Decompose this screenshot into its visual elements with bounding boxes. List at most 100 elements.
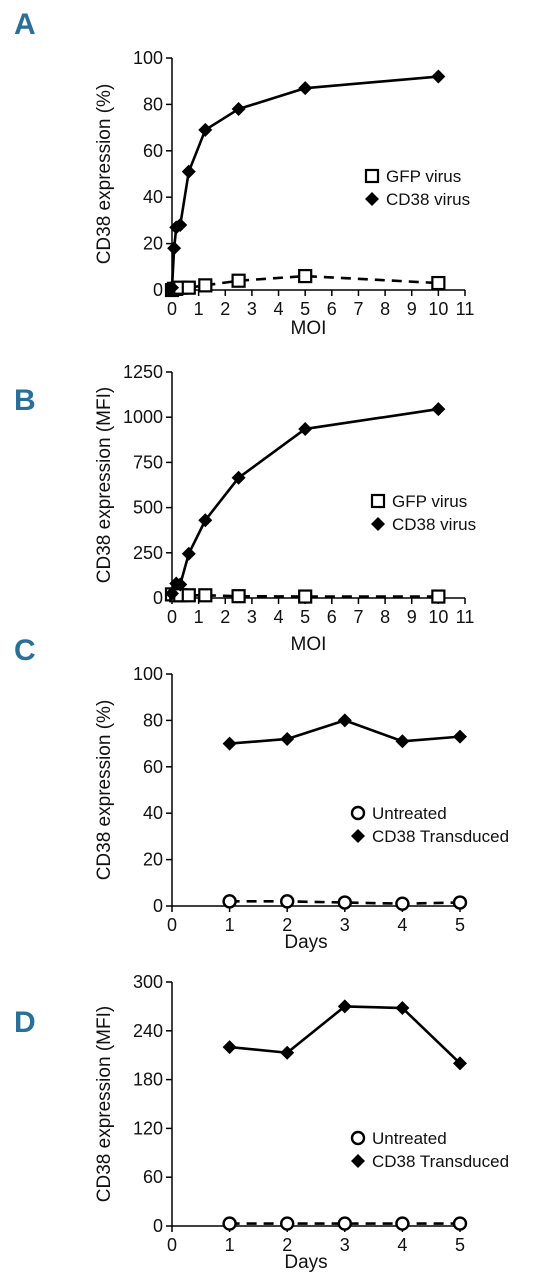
panel-b-x-tick-label: 4 (274, 607, 284, 627)
panel-b-series-cd38-virus-point (173, 577, 188, 592)
panel-b-x-tick-label: 0 (167, 607, 177, 627)
panel-a-x-tick-label: 3 (247, 299, 257, 319)
panel-b-series-gfp-virus-point (231, 589, 246, 604)
panel-b-letter: B (14, 384, 36, 417)
panel-b-legend-label: CD38 virus (392, 515, 476, 534)
panel-a-series-cd38-virus-point (198, 122, 213, 137)
panel-b-series-gfp-virus-point (298, 589, 313, 604)
panel-a-y-axis-label: CD38 expression (%) (94, 84, 115, 265)
panel-a-letter: A (14, 8, 36, 41)
panel-a-x-tick-label: 10 (428, 299, 448, 319)
panel-a-x-tick-label: 6 (327, 299, 337, 319)
panel-d-legend-label: CD38 Transduced (372, 1152, 509, 1171)
panel-b-series-cd38-virus-point (431, 402, 446, 417)
panel-b-y-axis-label: CD38 expression (MFI) (94, 387, 115, 583)
panel-a-series-cd38-virus-point (167, 241, 182, 256)
panel-d-y-tick-label: 300 (133, 972, 163, 992)
panel-c-series-untreated-point (337, 895, 352, 910)
panel-b-y-tick-label: 250 (133, 543, 163, 563)
panel-c-x-tick-label: 3 (340, 915, 350, 935)
panel-b-x-tick-label: 10 (428, 607, 448, 627)
panel-d-legend-label: Untreated (372, 1129, 447, 1148)
panel-c-series-cd38-transduced-point (280, 731, 295, 746)
panel-b-y-tick-label: 750 (133, 452, 163, 472)
panel-c-series-cd38-transduced-point (395, 734, 410, 749)
panel-c-x-tick-label: 5 (455, 915, 465, 935)
panel-c-series-cd38-transduced-point (453, 729, 467, 744)
panel-c-series-untreated-point (280, 894, 295, 909)
panel-b-legend-marker (370, 493, 386, 509)
panel-a-x-tick-label: 4 (274, 299, 284, 319)
panel-b-y-tick-label: 1000 (123, 407, 163, 427)
panel-b-series-cd38-virus-point (198, 513, 213, 528)
panel-c-legend-marker (351, 829, 365, 843)
panel-c-y-axis-label: CD38 expression (%) (94, 700, 115, 881)
panel-b-series-gfp-virus-point (198, 588, 213, 603)
panel-a-y-tick-label: 60 (143, 141, 163, 161)
panel-b-x-tick-label: 6 (327, 607, 337, 627)
panel-b-x-tick-label: 11 (456, 607, 475, 627)
panel-a-x-tick-label: 8 (380, 299, 390, 319)
panel-a-series-cd38-virus-point (165, 280, 179, 295)
panel-a-y-tick-label: 80 (143, 94, 163, 114)
panel-d-legend-marker (350, 1130, 366, 1146)
panel-d-x-tick-label: 2 (282, 1235, 292, 1255)
panel-b-x-tick-label: 3 (247, 607, 257, 627)
panel-b-x-axis-label: MOI (291, 634, 327, 655)
panel-a-x-tick-label: 5 (300, 299, 310, 319)
panel-a-y-tick-label: 0 (153, 280, 163, 300)
panel-a-x-tick-label: 0 (167, 299, 177, 319)
panel-d-letter: D (14, 1006, 36, 1039)
panel-c-series-cd38-transduced-point (337, 713, 352, 728)
panel-d-series-untreated-point (452, 1216, 468, 1231)
panel-d-y-tick-label: 120 (133, 1118, 163, 1138)
panel-c-y-tick-label: 20 (143, 850, 163, 870)
panel-d-legend-marker (351, 1154, 365, 1168)
panel-b-y-tick-label: 500 (133, 498, 163, 518)
panel-b-x-tick-label: 1 (194, 607, 204, 627)
panel-c-x-tick-label: 2 (282, 915, 292, 935)
panel-a-series-gfp-virus-point (231, 273, 246, 288)
panel-a-y-tick-label: 40 (143, 187, 163, 207)
panel-d-y-axis-label: CD38 expression (MFI) (94, 1006, 115, 1202)
panel-d-series-cd38-transduced-point (280, 1045, 295, 1060)
panel-a-x-axis-label: MOI (291, 318, 327, 339)
panel-c-y-tick-label: 40 (143, 803, 163, 823)
panel-b-x-tick-label: 7 (353, 607, 363, 627)
panel-a-x-tick-label: 7 (353, 299, 363, 319)
panel-a-legend-label: GFP virus (386, 167, 461, 186)
panel-c-series-untreated-point (395, 896, 410, 911)
panel-c-x-tick-label: 0 (167, 915, 177, 935)
panel-a-x-tick-label: 9 (407, 299, 417, 319)
panel-c-legend-label: Untreated (372, 804, 447, 823)
panel-a-series-cd38-virus-point (231, 102, 246, 117)
panel-a-series-cd38-virus-point (181, 164, 196, 179)
panel-d-y-tick-label: 240 (133, 1021, 163, 1041)
panel-b-series-gfp-virus-point (431, 589, 446, 604)
panel-d-y-tick-label: 60 (143, 1167, 163, 1187)
panel-a-legend-label: CD38 virus (386, 190, 470, 209)
panel-d-x-tick-label: 1 (225, 1235, 235, 1255)
panel-b-series-cd38-virus-point (165, 586, 179, 601)
panel-c-series-untreated-point (452, 895, 468, 910)
panel-c-x-axis-label: Days (284, 932, 327, 953)
panel-d-series-cd38-transduced-point (222, 1040, 237, 1055)
panel-c-legend-marker (350, 805, 366, 821)
panel-c-series-cd38-transduced-point (222, 736, 237, 751)
panel-a-series-gfp-virus-point (431, 275, 446, 291)
panel-b-y-tick-label: 0 (153, 588, 163, 608)
panel-a-legend-marker (364, 168, 380, 184)
panel-b-x-tick-label: 2 (220, 607, 230, 627)
panel-d-x-tick-label: 5 (455, 1235, 465, 1255)
panel-d-series-cd38-transduced-line (229, 1005, 461, 1065)
panel-d-series-untreated-point (222, 1216, 237, 1231)
panel-a-y-tick-label: 20 (143, 234, 163, 254)
panel-c-letter: C (14, 634, 36, 667)
panel-c-y-tick-label: 100 (133, 664, 163, 684)
panel-a-x-tick-label: 11 (456, 299, 475, 319)
panel-c-legend-label: CD38 Transduced (372, 827, 509, 846)
panel-d-series-untreated-point (337, 1216, 352, 1231)
panel-b-x-tick-label: 9 (407, 607, 417, 627)
panel-b-y-tick-label: 1250 (123, 362, 163, 382)
